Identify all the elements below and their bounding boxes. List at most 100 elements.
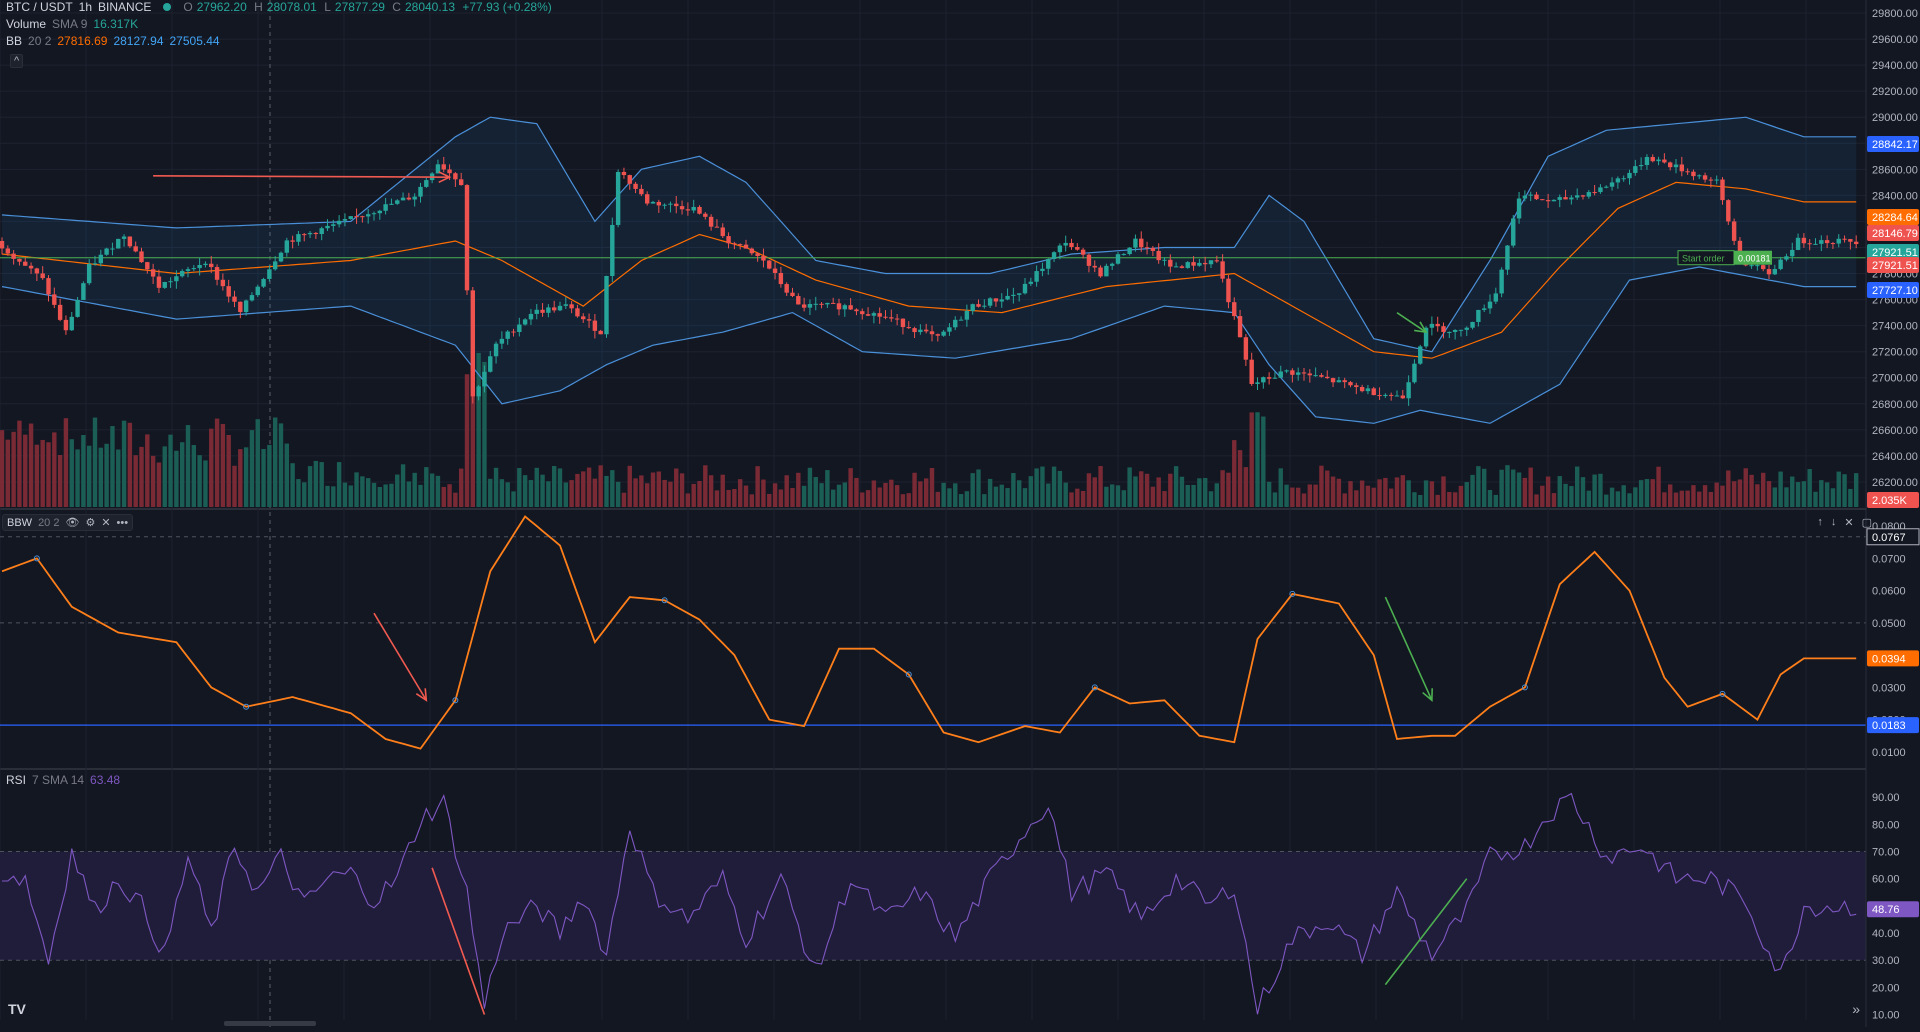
candle-body <box>836 303 842 310</box>
candle-body <box>923 329 929 332</box>
volume-bar <box>970 473 975 507</box>
volume-bar <box>92 417 98 507</box>
volume-bar <box>278 423 284 507</box>
candle-body <box>720 227 725 237</box>
candle-body <box>958 319 964 321</box>
candle-body <box>46 278 51 295</box>
price-tick-label: 27400.00 <box>1872 321 1918 333</box>
volume-bar <box>1185 484 1190 507</box>
volume-legend[interactable]: Volume SMA 9 16.317K <box>6 17 138 31</box>
bb-legend[interactable]: BB 20 2 27816.69 28127.94 27505.44 <box>6 34 220 48</box>
candle-body <box>57 304 63 320</box>
price-tick-label: 28600.00 <box>1872 164 1918 176</box>
volume-bar <box>1237 450 1243 507</box>
candle-body <box>1598 187 1603 193</box>
volume-bar <box>1080 490 1086 507</box>
volume-params: SMA 9 <box>52 17 88 31</box>
volume-bar <box>1226 472 1231 507</box>
candle-body <box>185 269 191 271</box>
candle-body <box>540 309 545 313</box>
candle-body <box>1749 265 1754 267</box>
volume-value: 16.317K <box>93 17 139 31</box>
candle-body <box>1168 259 1173 267</box>
price-tick-label: 26600.00 <box>1872 425 1918 437</box>
candle-body <box>1034 271 1039 282</box>
volume-bar <box>1272 492 1278 507</box>
candle-body <box>1301 372 1307 374</box>
candle-body <box>261 278 266 287</box>
bbw-line <box>1 515 1857 750</box>
close-pane-icon[interactable]: ✕ <box>1844 517 1854 529</box>
candle-body <box>1487 301 1493 309</box>
candle-body <box>883 316 888 318</box>
volume-bar <box>1214 483 1220 507</box>
volume-bar <box>81 434 86 507</box>
rsi-tick-label: 20.00 <box>1872 982 1900 994</box>
candle-body <box>1272 377 1278 379</box>
bbw-tick-label: 0.0700 <box>1872 553 1906 565</box>
volume-bar <box>1644 479 1650 507</box>
candle-body <box>395 200 400 204</box>
candle-body <box>63 319 69 331</box>
candle-body <box>406 197 412 200</box>
candle-body <box>203 263 208 265</box>
candle-body <box>551 307 557 311</box>
rsi-legend[interactable]: RSI 7 SMA 14 63.48 <box>6 773 120 787</box>
volume-bar <box>23 434 28 507</box>
price-tick-label: 27000.00 <box>1872 373 1918 385</box>
bbw-marker <box>905 671 912 678</box>
volume-bar <box>1522 477 1528 507</box>
candle-body <box>371 213 377 215</box>
scroll-to-realtime-icon[interactable]: » <box>1852 1001 1860 1017</box>
volume-bar <box>1412 492 1417 507</box>
candle-body <box>1801 237 1807 244</box>
interval-label[interactable]: 1h <box>78 0 93 14</box>
volume-bar <box>1819 480 1824 507</box>
maximize-pane-icon[interactable]: ▢ <box>1861 517 1872 529</box>
candle-body <box>75 299 80 317</box>
candle-body <box>191 268 197 270</box>
move-down-icon[interactable]: ↓ <box>1830 516 1837 528</box>
high-value: 28078.01 <box>266 0 317 14</box>
eye-icon[interactable]: 👁 <box>65 517 80 529</box>
volume-bar <box>1255 412 1260 507</box>
volume-bar <box>342 482 348 507</box>
volume-bar <box>650 472 656 507</box>
bbw-legend[interactable]: BBW 20 2 👁 ⚙ ✕ ••• <box>2 514 134 531</box>
candle-body <box>1621 178 1626 180</box>
candle-body <box>801 304 807 308</box>
volume-bar <box>546 481 551 507</box>
move-up-icon[interactable]: ↑ <box>1817 516 1823 528</box>
tradingview-logo[interactable]: TV <box>8 1001 26 1017</box>
volume-bar <box>307 466 313 507</box>
price-axis-bg <box>1866 0 1920 1027</box>
price-tick-label: 29000.00 <box>1872 112 1918 124</box>
volume-bar <box>1301 493 1307 507</box>
volume-bar <box>1586 490 1592 507</box>
candle-body <box>453 173 458 180</box>
candle-body <box>1266 377 1272 379</box>
candle-body <box>517 324 522 332</box>
candle-body <box>447 169 452 174</box>
settings-icon[interactable]: ⚙ <box>85 517 96 529</box>
collapse-legend-button[interactable]: ^ <box>10 54 24 68</box>
bb-lower-line <box>1 266 1857 424</box>
volume-bar <box>1458 485 1464 507</box>
candle-body <box>1261 377 1266 383</box>
close-icon[interactable]: ✕ <box>101 517 111 529</box>
volume-bar <box>395 474 400 507</box>
volume-bar <box>174 450 179 507</box>
candle-body <box>563 304 569 306</box>
symbol-label[interactable]: BTC / USDT <box>6 0 73 14</box>
candle-body <box>1156 250 1161 261</box>
candle-body <box>1545 200 1551 202</box>
volume-bar <box>1034 468 1039 507</box>
volume-bar <box>517 468 522 507</box>
more-icon[interactable]: ••• <box>116 516 129 529</box>
low-label: L <box>324 0 331 14</box>
volume-bar <box>1528 467 1533 507</box>
volume-bar <box>121 420 127 507</box>
price-badge: 2.035K <box>1872 495 1908 507</box>
